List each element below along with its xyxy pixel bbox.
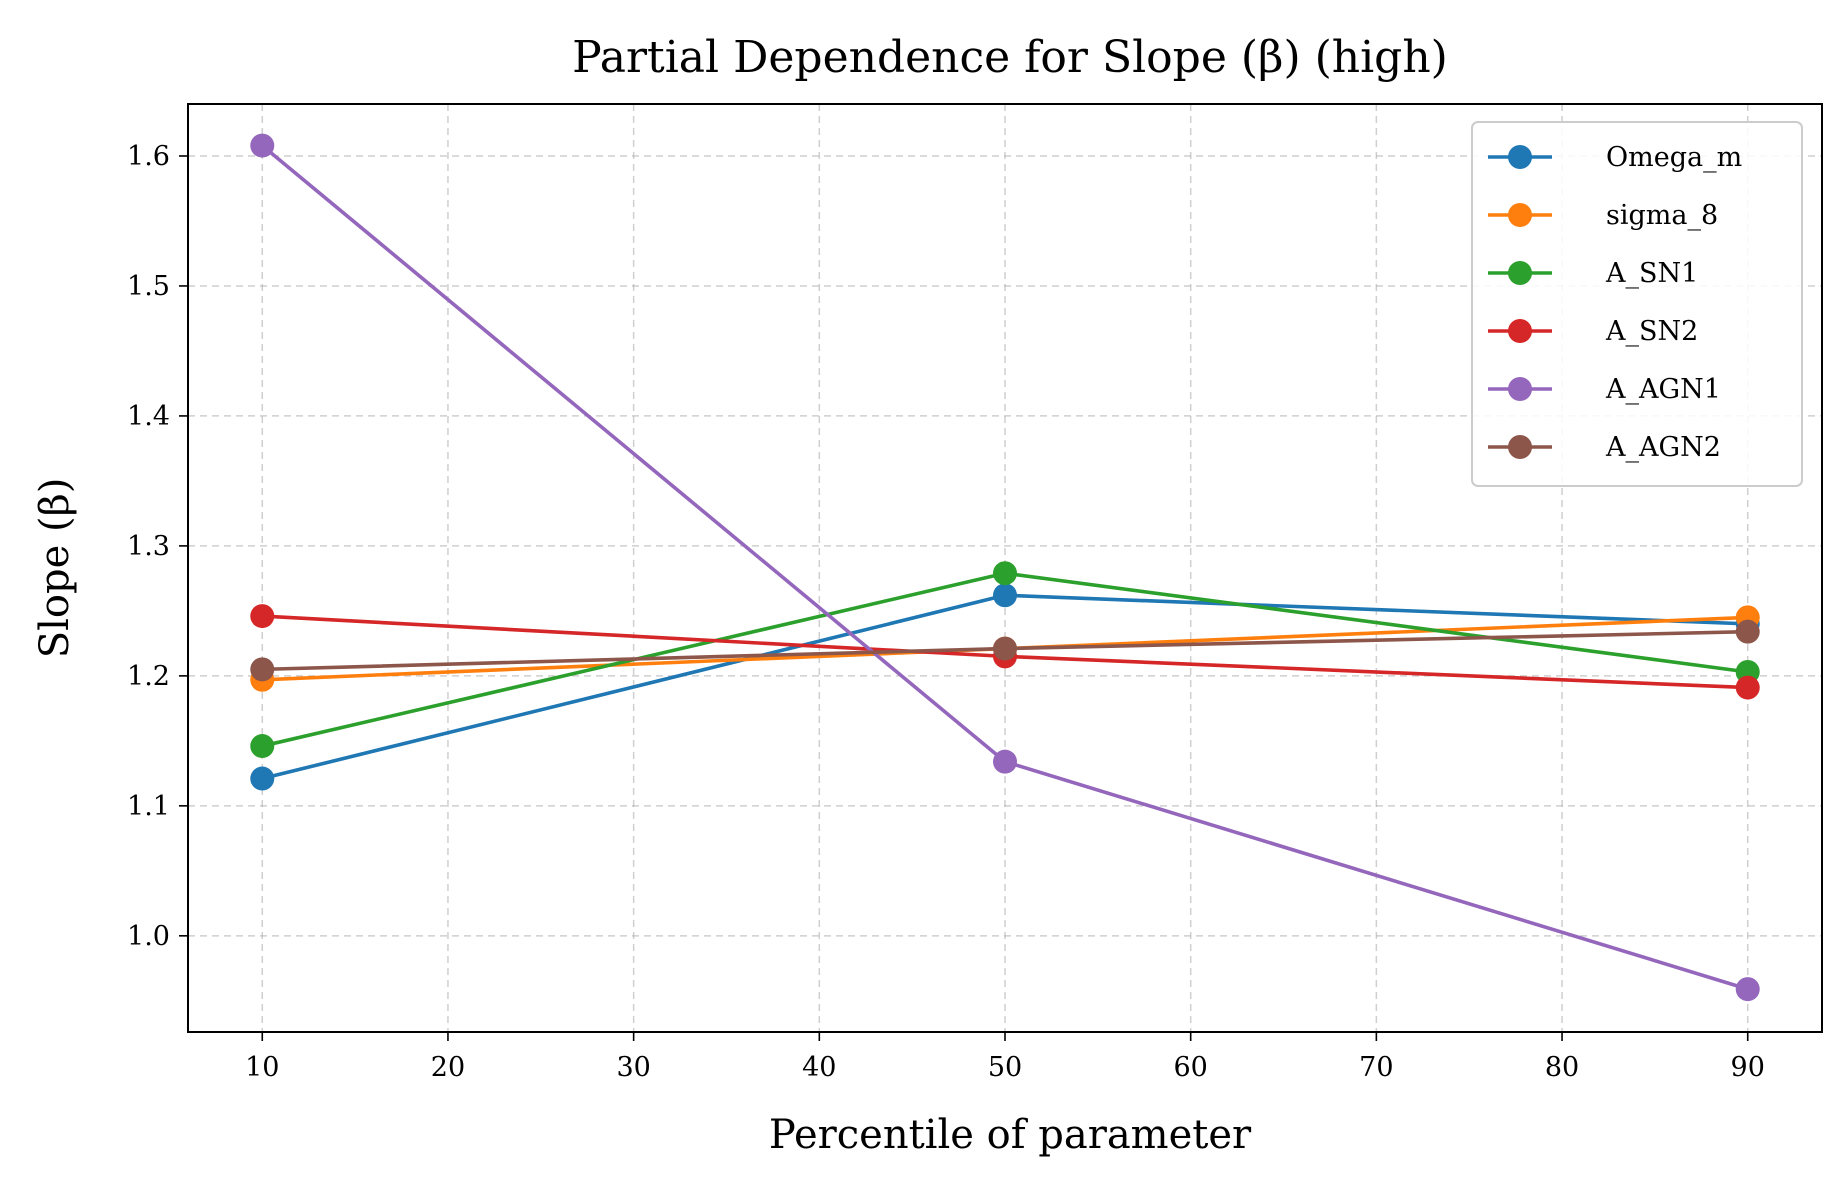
legend-marker	[1508, 319, 1532, 343]
legend-item: Omega_m	[1488, 142, 1742, 173]
legend-label: A_SN1	[1605, 258, 1698, 289]
tick-layer: 10 20 30 40 50 60 70 80 90 1.0 1.1 1.2 1.3 1.4 1.5 1.6	[127, 141, 1765, 1083]
x-tick-label: 80	[1545, 1052, 1579, 1083]
legend-item: sigma_8	[1488, 200, 1718, 231]
data-point	[250, 133, 275, 158]
data-point	[250, 657, 275, 682]
legend-item: A_SN2	[1488, 316, 1698, 347]
y-tick-label: 1.4	[127, 401, 170, 432]
x-tick-label: 30	[616, 1052, 650, 1083]
legend-item: A_AGN1	[1488, 374, 1721, 405]
y-tick-label: 1.6	[127, 141, 170, 172]
legend-label: Omega_m	[1606, 142, 1742, 173]
data-point	[993, 636, 1017, 661]
data-point	[993, 561, 1017, 586]
data-point	[1735, 619, 1760, 644]
legend-item: A_SN1	[1488, 258, 1698, 289]
legend-item: A_AGN2	[1488, 432, 1721, 463]
x-tick-label: 40	[802, 1052, 836, 1083]
y-tick-label: 1.2	[127, 661, 170, 692]
data-point	[993, 583, 1017, 608]
legend-marker	[1508, 145, 1532, 169]
legend-box	[1471, 121, 1803, 487]
legend-label: A_SN2	[1605, 316, 1698, 347]
series-a-agn2	[250, 619, 1760, 682]
data-point	[993, 749, 1017, 774]
x-tick-label: 50	[988, 1052, 1022, 1083]
series-layer	[250, 133, 1760, 1002]
legend-label: sigma_8	[1606, 200, 1718, 231]
series-a-agn1	[250, 133, 1760, 1002]
x-tick-label: 70	[1359, 1052, 1393, 1083]
legend-marker	[1508, 377, 1532, 401]
y-tick-label: 1.1	[127, 791, 170, 822]
data-point	[250, 604, 275, 629]
legend-marker	[1508, 203, 1532, 227]
legend-marker	[1508, 261, 1532, 285]
x-tick-label: 60	[1174, 1052, 1208, 1083]
x-axis-title: Percentile of parameter	[769, 1112, 1252, 1158]
x-tick-label: 20	[431, 1052, 465, 1083]
data-point	[1735, 977, 1760, 1002]
legend-marker	[1508, 435, 1532, 459]
data-point	[250, 766, 275, 791]
data-point	[250, 734, 275, 759]
chart-title: Partial Dependence for Slope (β) (high)	[572, 32, 1448, 83]
y-tick-label: 1.0	[127, 921, 170, 952]
x-tick-label: 10	[245, 1052, 279, 1083]
legend: Omega_m sigma_8 A_SN1 A_SN2 A_AGN1 A_AGN2	[1471, 121, 1803, 487]
data-point	[1735, 675, 1760, 700]
x-tick-label: 90	[1731, 1052, 1765, 1083]
legend-label: A_AGN2	[1605, 432, 1721, 463]
y-tick-label: 1.5	[127, 271, 170, 302]
y-axis-title: Slope (β)	[32, 478, 78, 659]
legend-label: A_AGN1	[1605, 374, 1721, 405]
y-tick-label: 1.3	[127, 531, 170, 562]
